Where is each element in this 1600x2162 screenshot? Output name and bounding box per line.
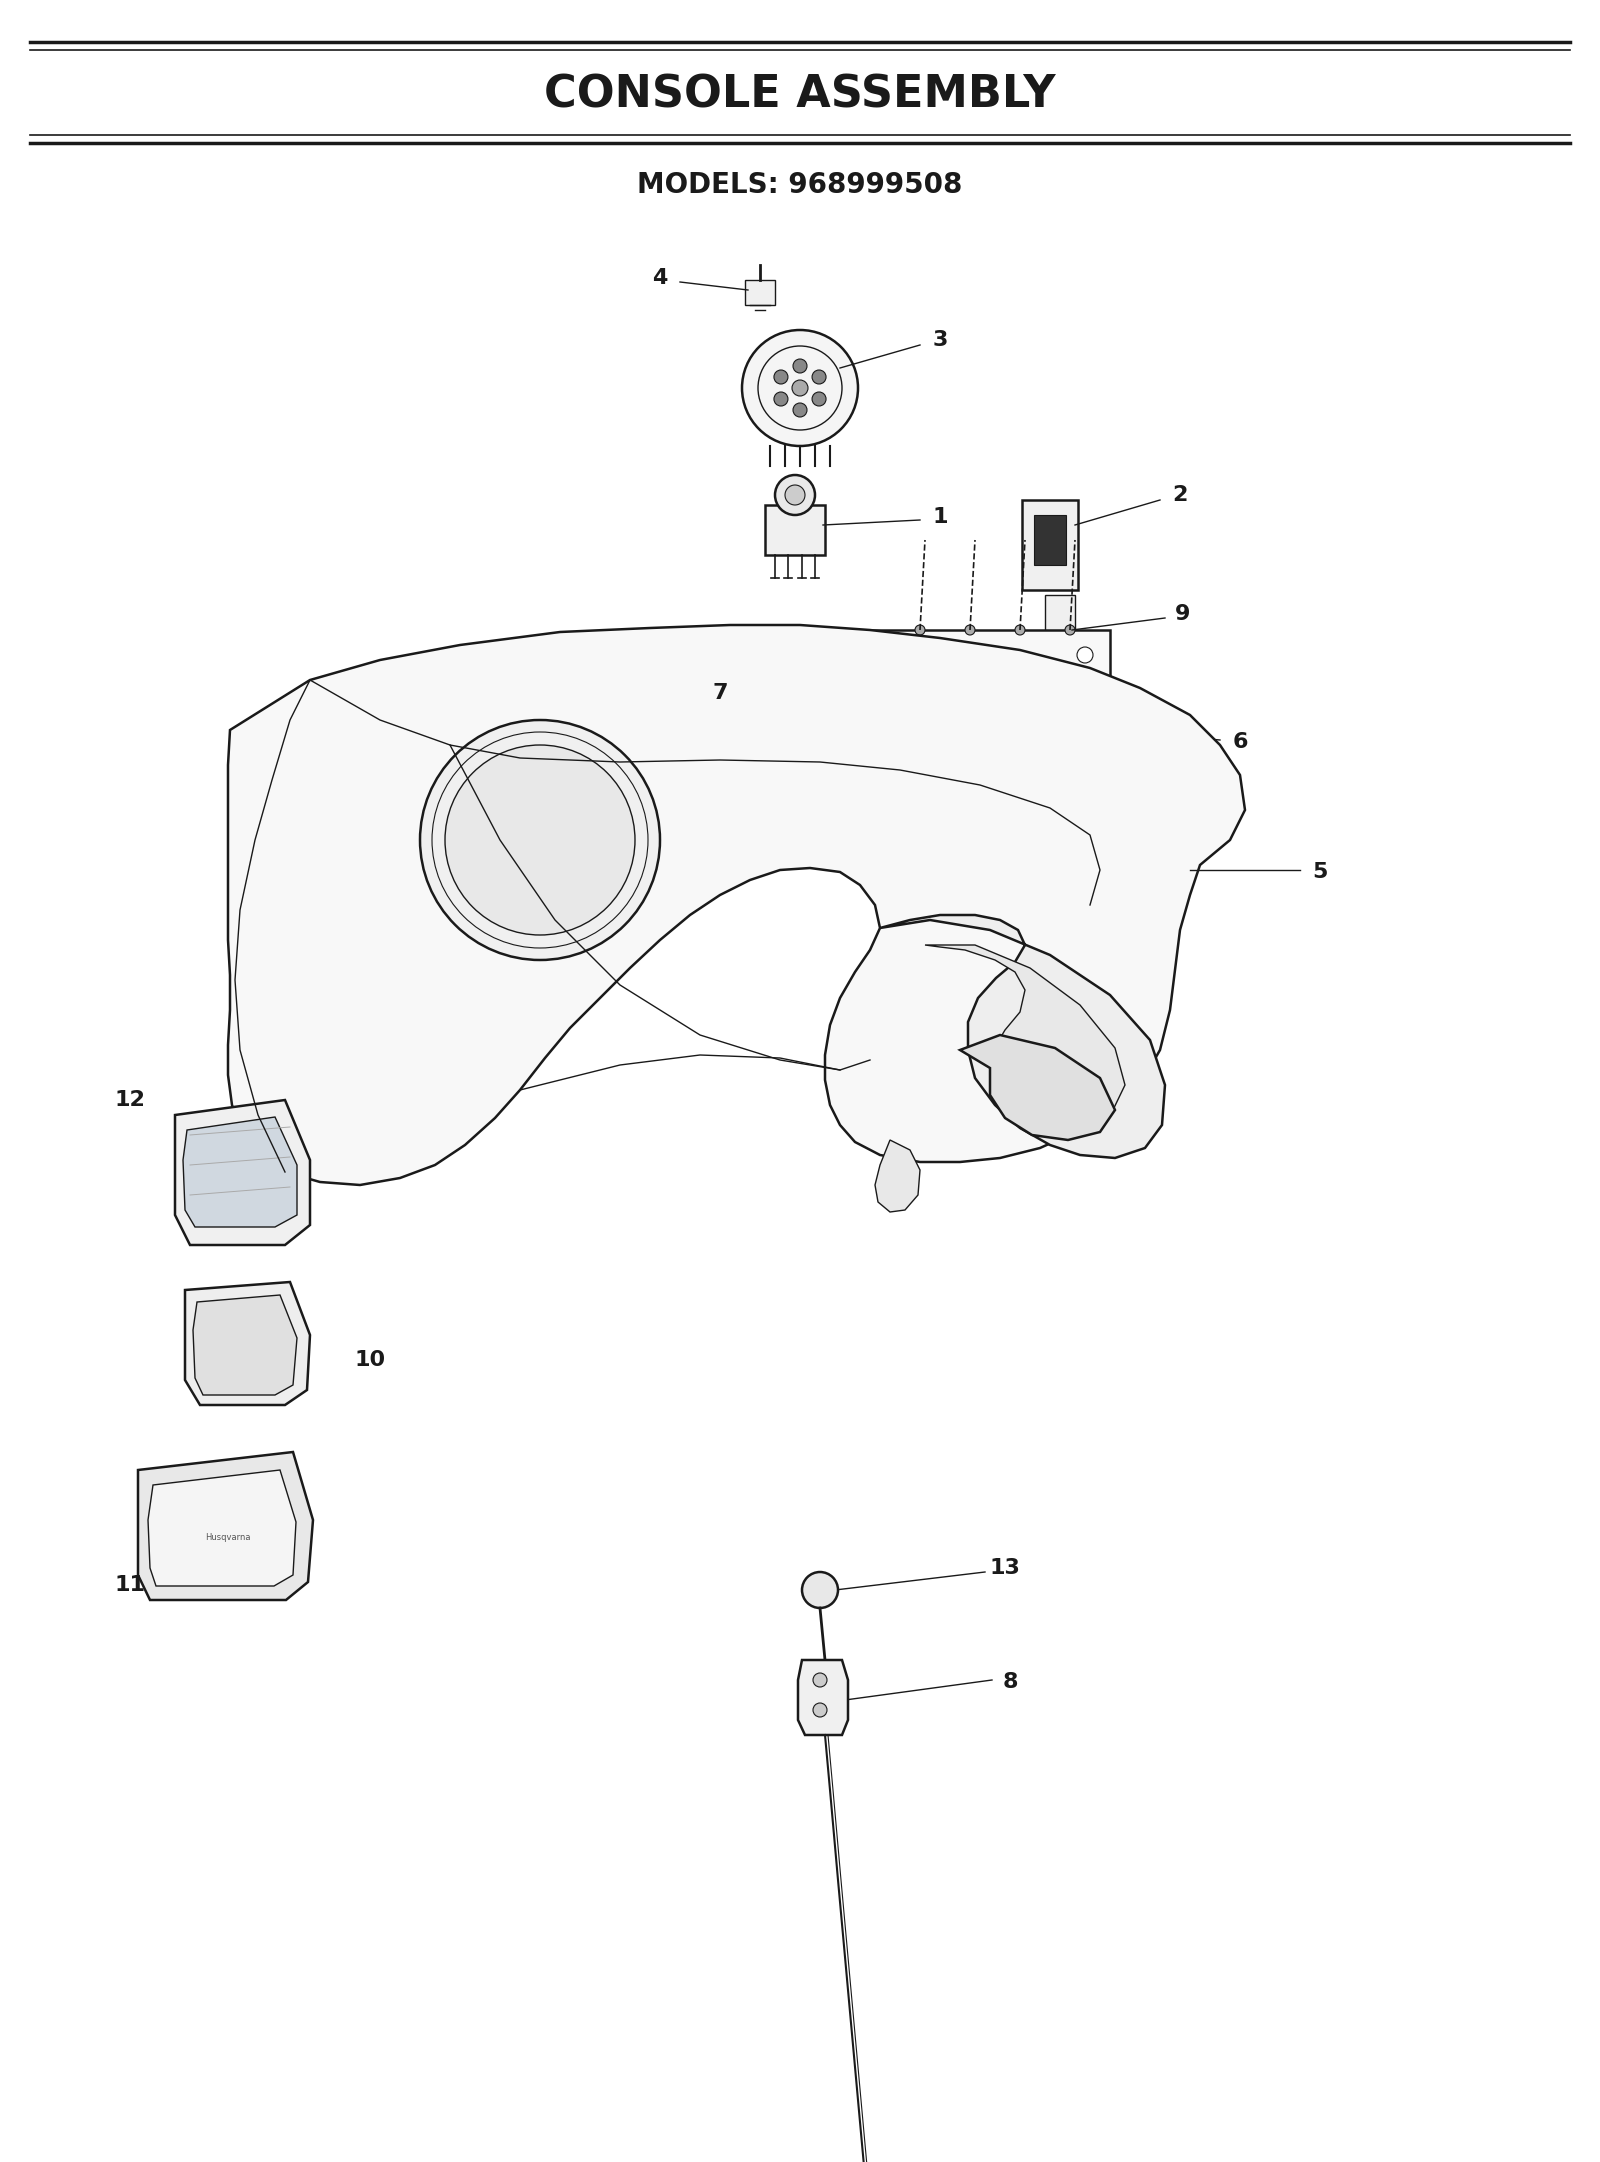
Polygon shape [182,1118,298,1228]
Circle shape [850,774,861,787]
Polygon shape [880,915,1165,1159]
Circle shape [774,370,787,385]
Circle shape [802,1572,838,1609]
Circle shape [794,402,806,417]
Polygon shape [138,1453,314,1600]
Circle shape [794,359,806,374]
Polygon shape [925,945,1125,1131]
Circle shape [1077,646,1093,664]
Circle shape [813,1673,827,1686]
Bar [934,675,1045,746]
Polygon shape [147,1470,296,1587]
Circle shape [1077,757,1093,774]
Text: 9: 9 [1176,603,1190,625]
Polygon shape [960,1036,1115,1139]
Text: 8: 8 [1002,1671,1018,1693]
Text: 1: 1 [933,508,947,528]
Text: MODELS: 968999508: MODELS: 968999508 [637,171,963,199]
Text: 11: 11 [115,1574,146,1596]
Polygon shape [186,1282,310,1405]
Bar [1022,499,1078,590]
Polygon shape [798,1660,848,1734]
Circle shape [774,476,814,515]
Circle shape [786,484,805,506]
Circle shape [965,625,974,636]
Polygon shape [875,1139,920,1213]
Text: 12: 12 [115,1090,146,1109]
Circle shape [915,625,925,636]
Text: 7: 7 [712,683,728,703]
Circle shape [813,1704,827,1717]
Circle shape [824,763,835,776]
Text: 4: 4 [653,268,667,288]
Text: 10: 10 [355,1349,386,1371]
Circle shape [838,755,851,765]
Polygon shape [194,1295,298,1394]
Circle shape [886,646,902,664]
Text: 5: 5 [1312,863,1328,882]
Text: CONSOLE ASSEMBLY: CONSOLE ASSEMBLY [544,74,1056,117]
Bar [746,281,774,305]
Circle shape [792,381,808,396]
Circle shape [1066,625,1075,636]
Circle shape [814,744,826,757]
Bar [1034,515,1066,564]
Text: 2: 2 [1173,484,1187,506]
Polygon shape [174,1100,310,1245]
Bar [765,506,826,556]
Bar [880,690,920,731]
Text: 13: 13 [989,1559,1021,1578]
Circle shape [813,391,826,406]
Circle shape [445,746,635,934]
Bar [1045,595,1075,646]
Text: 3: 3 [933,331,947,350]
Circle shape [813,370,826,385]
Text: Husqvarna: Husqvarna [205,1533,251,1542]
Text: 6: 6 [1232,733,1248,752]
Polygon shape [229,625,1245,1185]
Circle shape [1014,625,1026,636]
Circle shape [774,391,787,406]
Circle shape [886,757,902,774]
Circle shape [419,720,661,960]
Circle shape [742,331,858,445]
Bar [870,629,1110,789]
